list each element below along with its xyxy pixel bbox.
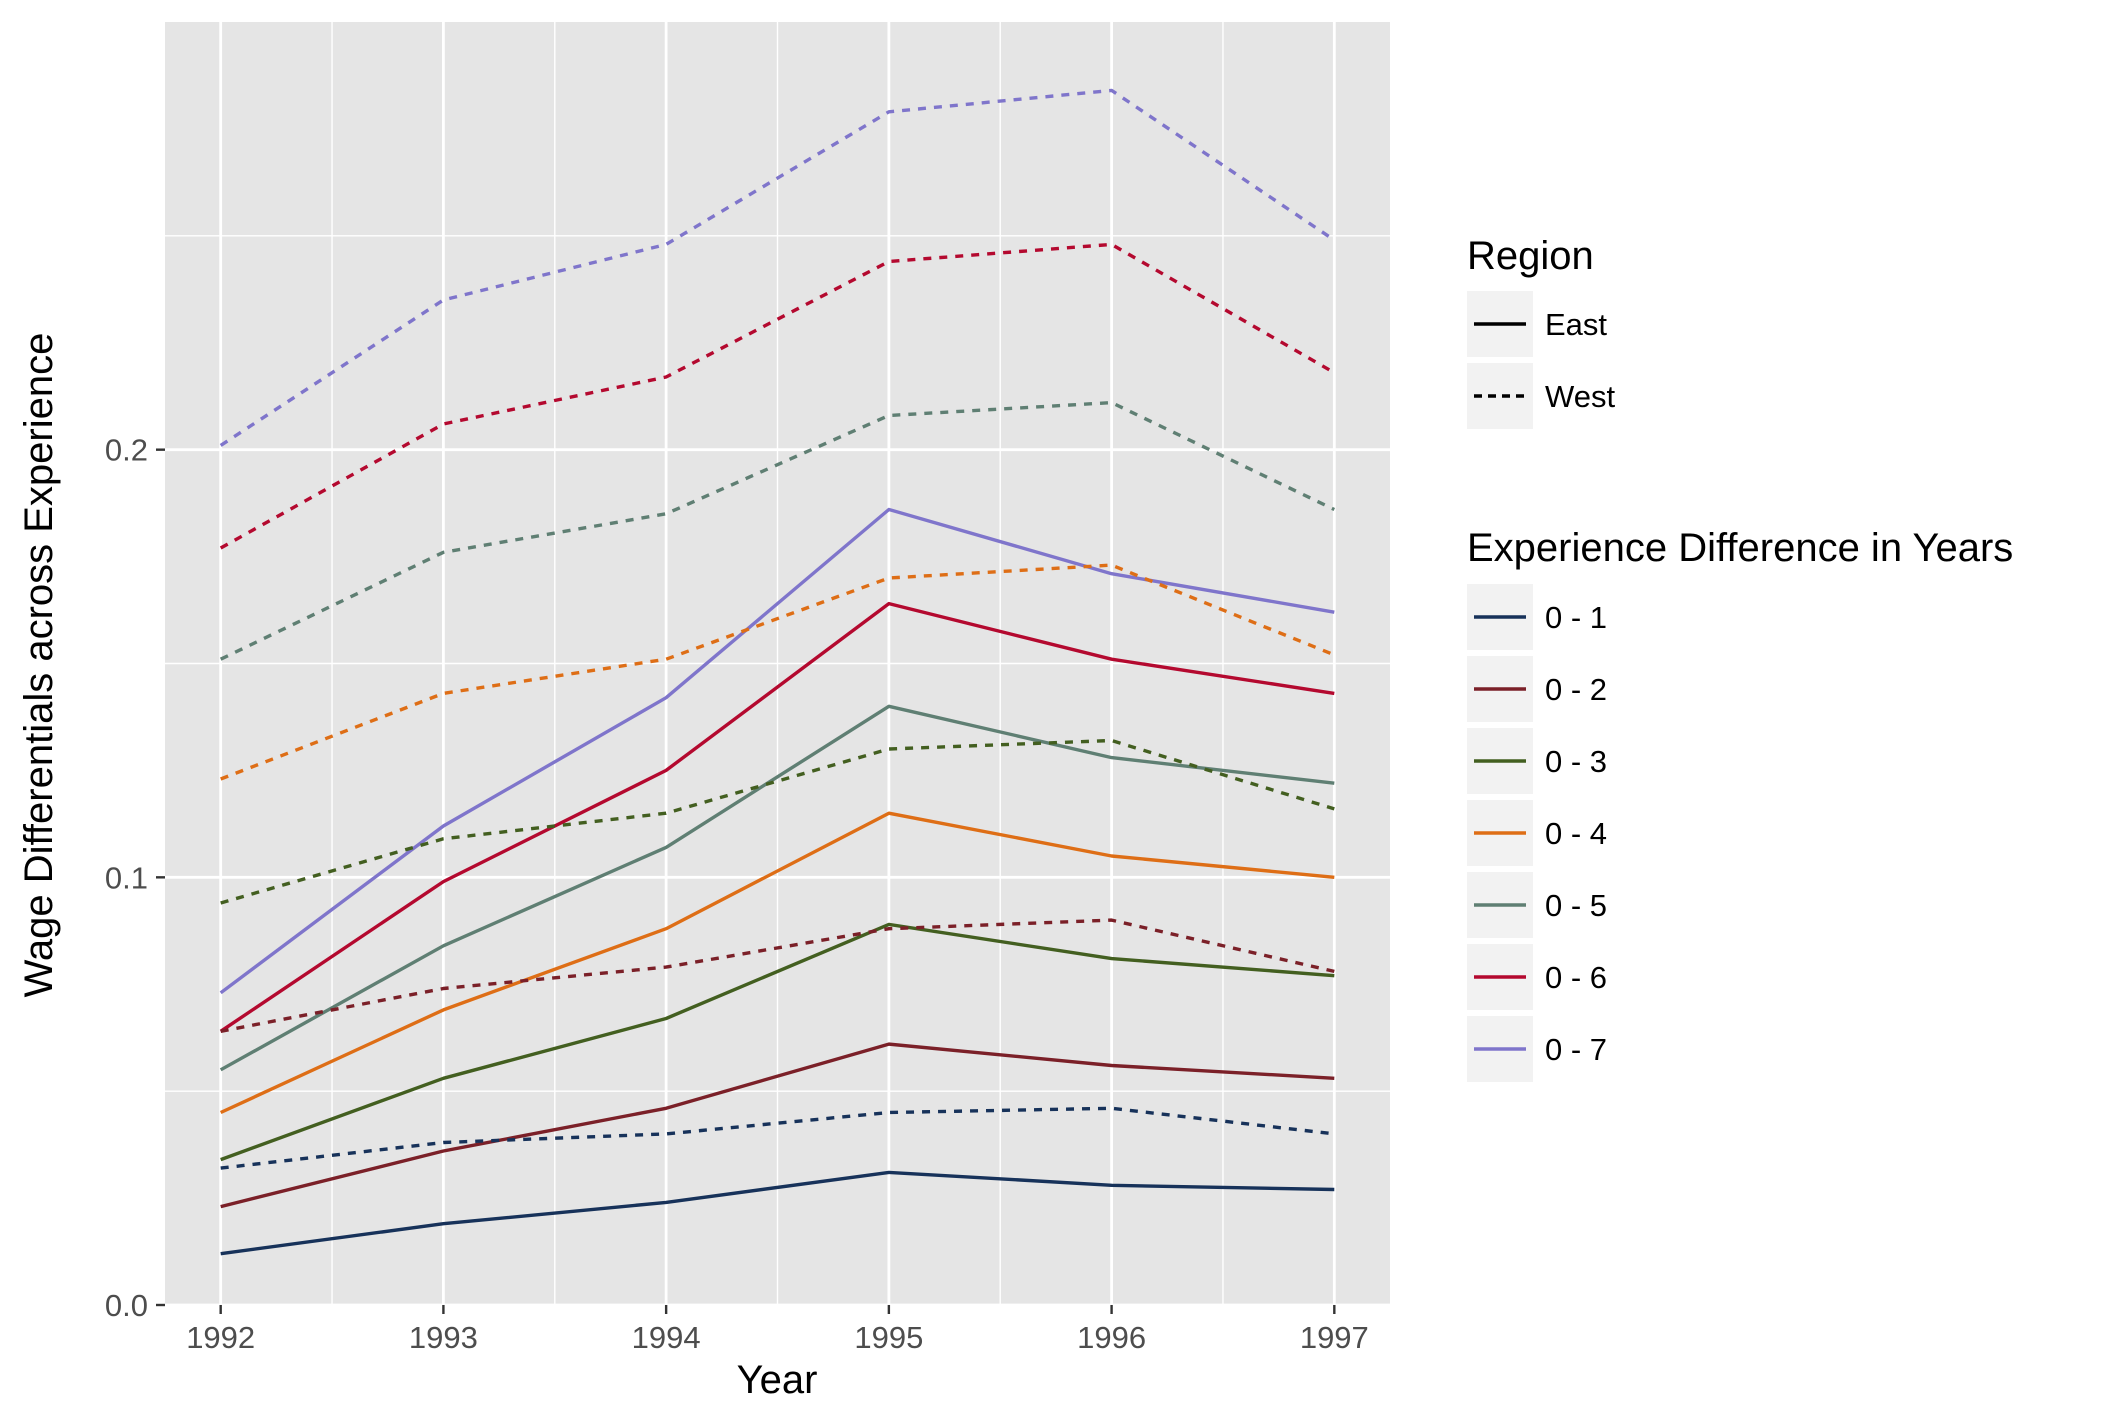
series-line-east-0to1 [220, 1170, 1335, 1256]
x-axis-title: Year [737, 1358, 818, 1402]
series-line-east-0to5 [219, 704, 1335, 1072]
series-line-west-0to5 [219, 400, 1336, 661]
x-tick-label: 1992 [186, 1320, 255, 1355]
y-tick-labels: 0.0 0.1 0.2 [105, 433, 148, 1323]
region-legend: Region East West [1467, 234, 1615, 429]
y-axis-title: Wage Differentials across Experience [17, 333, 61, 998]
x-tick-label: 1995 [854, 1320, 923, 1355]
experience-legend-0to5-label: 0 - 5 [1545, 888, 1607, 923]
x-tick-label: 1997 [1300, 1320, 1369, 1355]
series-line-west-0to3 [220, 738, 1335, 905]
minor-gridlines [165, 22, 1390, 1305]
region-legend-keys: East West [1467, 291, 1615, 429]
experience-legend-0to1-label: 0 - 1 [1545, 600, 1607, 635]
x-tick-label: 1996 [1077, 1320, 1146, 1355]
y-tick-label: 0.2 [105, 433, 148, 468]
y-tick-label: 0.0 [105, 1288, 148, 1323]
series-line-east-0to3 [220, 922, 1335, 1162]
experience-legend-0to6-label: 0 - 6 [1545, 960, 1607, 995]
series-line-west-0to6 [219, 242, 1336, 550]
experience-legend-0to4-label: 0 - 4 [1545, 816, 1607, 851]
series-line-east-0to4 [219, 811, 1335, 1115]
experience-legend-0to2-label: 0 - 2 [1545, 672, 1607, 707]
experience-legend-title: Experience Difference in Years [1467, 526, 2013, 570]
series-line-west-0to1 [220, 1106, 1335, 1170]
experience-legend-keys: 0 - 1 0 - 2 0 - 3 0 - 4 0 - 5 0 - 6 0 - 7 [1467, 584, 1607, 1082]
region-legend-title: Region [1467, 234, 1594, 278]
experience-legend-0to3-label: 0 - 3 [1545, 744, 1607, 779]
experience-legend-0to7-label: 0 - 7 [1545, 1032, 1607, 1067]
x-tick-label: 1993 [409, 1320, 478, 1355]
y-tick-label: 0.1 [105, 860, 148, 895]
series-line-east-0to2 [220, 1042, 1335, 1209]
axis-ticks [156, 448, 1336, 1314]
region-legend-west-label: West [1545, 379, 1615, 414]
series-lines [219, 88, 1336, 1256]
series-line-east-0to6 [219, 601, 1335, 1033]
x-tick-labels: 1992 1993 1994 1995 1996 1997 [186, 1320, 1369, 1355]
x-tick-label: 1994 [632, 1320, 701, 1355]
series-line-west-0to2 [220, 918, 1335, 1033]
region-legend-east-label: East [1545, 307, 1607, 342]
series-line-west-0to7 [219, 88, 1336, 447]
experience-legend: Experience Difference in Years 0 - 10 - … [1467, 526, 2013, 1082]
major-gridlines [165, 22, 1390, 1307]
series-line-west-0to4 [220, 563, 1335, 781]
